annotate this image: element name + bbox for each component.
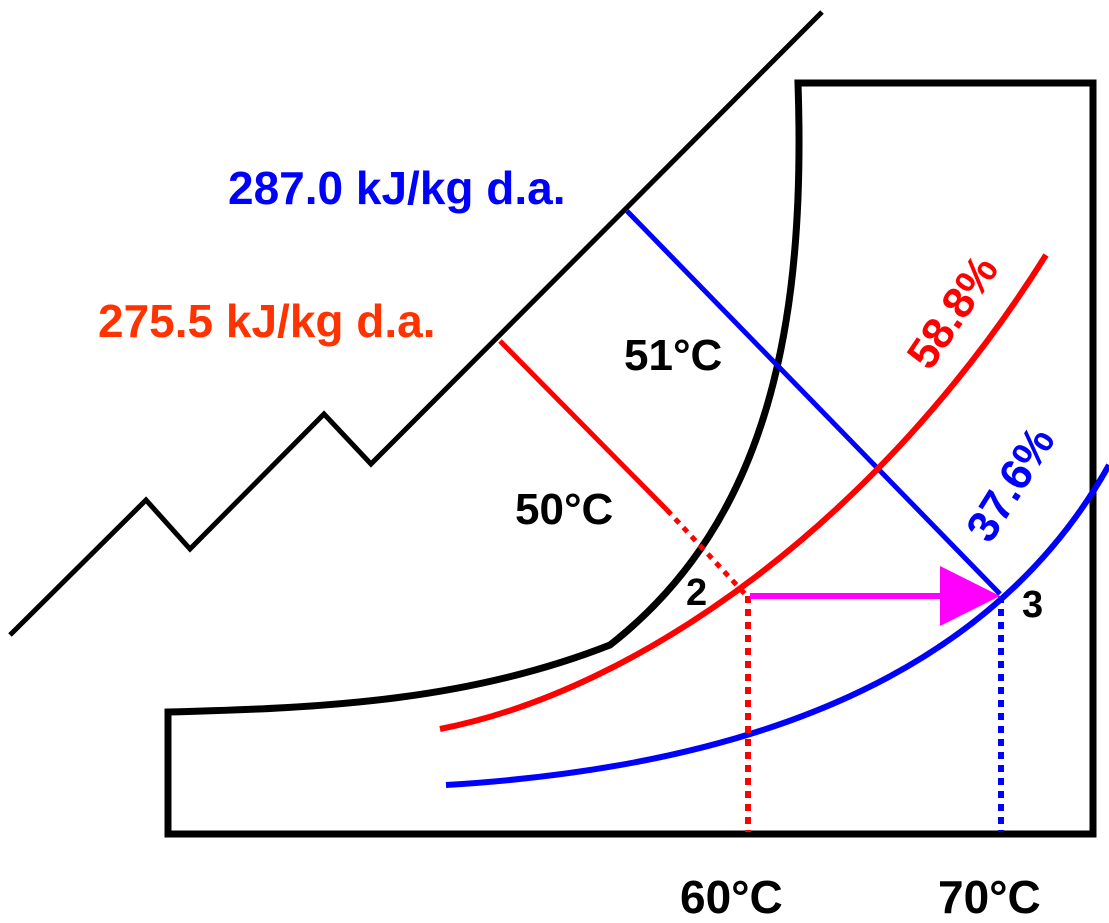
wet-bulb-label-state2: 50°C [515,485,613,534]
wet-bulb-label-state3: 51°C [624,331,722,380]
dry-bulb-label-state3: 70°C [938,871,1041,923]
enthalpy-label-state2: 275.5 kJ/kg d.a. [98,295,436,347]
enthalpy-scale-line [8,10,824,637]
state-point-2-label: 2 [686,572,707,614]
enthalpy-line-state2 [498,339,669,512]
enthalpy-label-state3: 287.0 kJ/kg d.a. [228,162,566,214]
rh-curve-state3 [445,463,1109,788]
rh-label-state3: 37.6% [957,419,1065,551]
enthalpy-line-state3 [625,209,1002,596]
chart-frame-outline [164,79,1097,838]
rh-label-state2: 58.8% [898,247,1008,378]
state-point-3-label: 3 [1022,584,1043,626]
dry-bulb-label-state2: 60°C [680,871,783,923]
rh-curve-state2 [439,253,1049,732]
